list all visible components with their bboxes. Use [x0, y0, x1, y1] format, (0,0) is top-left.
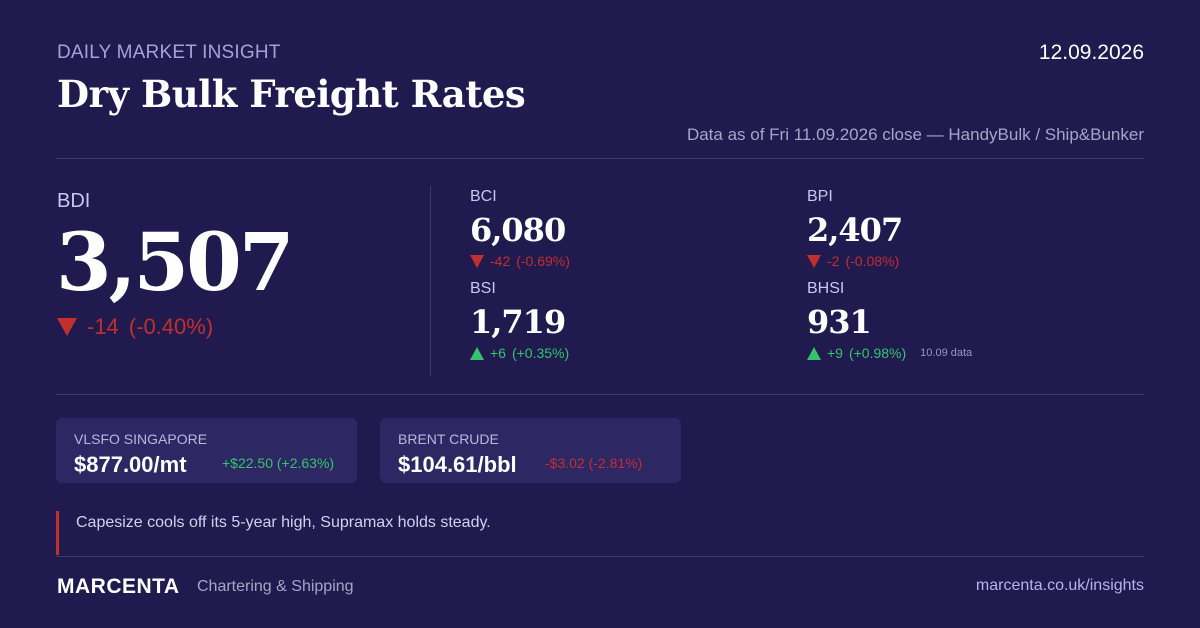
bhsi-data-note: 10.09 data: [920, 347, 973, 359]
bdi-value: 3,507: [56, 215, 295, 309]
bpi-change: -2 (-0.08%): [807, 253, 899, 269]
bhsi-value: 931: [807, 303, 872, 341]
bci-change-pct: (-0.69%): [516, 253, 570, 269]
page-title: Dry Bulk Freight Rates: [57, 72, 526, 116]
triangle-down-icon: [807, 254, 821, 268]
vlsfo-value: $877.00/mt: [74, 452, 187, 477]
bhsi-label: BHSI: [807, 280, 845, 297]
bsi-change-pct: (+0.35%): [511, 345, 570, 361]
bdi-change-pct: (-0.40%): [128, 314, 214, 339]
brent-change: -$3.02 (-2.81%): [545, 455, 643, 471]
brand-logo: MARCENTA: [57, 575, 180, 598]
brent-value: $104.61/bbl: [398, 452, 517, 477]
bdi-change-value: -14: [87, 314, 119, 339]
commentary: Capesize cools off its 5-year high, Supr…: [76, 514, 491, 531]
divider: [56, 556, 1144, 557]
bsi-value: 1,719: [470, 303, 566, 341]
bci-change: -42 (-0.69%): [470, 253, 570, 269]
bci-change-value: -42: [490, 253, 511, 269]
vertical-divider: [430, 186, 431, 376]
brent-label: BRENT CRUDE: [398, 431, 499, 447]
bpi-value: 2,407: [807, 211, 903, 249]
report-date: 12.09.2026: [1038, 41, 1144, 64]
bhsi-change: +9 (+0.98%) 10.09 data: [807, 345, 972, 361]
bpi-change-value: -2: [827, 253, 840, 269]
divider: [56, 394, 1144, 395]
triangle-down-icon: [470, 254, 484, 268]
vlsfo-change: +$22.50 (+2.63%): [222, 455, 335, 471]
data-source-note: Data as of Fri 11.09.2026 close — HandyB…: [686, 125, 1144, 144]
bci-value: 6,080: [470, 211, 566, 249]
bhsi-change-value: +9: [827, 345, 843, 361]
brent-card: BRENT CRUDE $104.61/bbl -$3.02 (-2.81%): [380, 418, 681, 483]
vlsfo-label: VLSFO SINGAPORE: [74, 431, 208, 447]
bci-label: BCI: [470, 188, 497, 205]
insights-link[interactable]: marcenta.co.uk/insights: [975, 577, 1144, 594]
bsi-change: +6 (+0.35%): [470, 345, 569, 361]
brand-tagline: Chartering & Shipping: [197, 578, 354, 595]
triangle-down-icon: [57, 318, 77, 336]
bdi-label: BDI: [57, 190, 91, 212]
divider: [56, 158, 1144, 159]
quote-bar: [56, 511, 59, 555]
bsi-label: BSI: [470, 280, 496, 297]
vlsfo-card: VLSFO SINGAPORE $877.00/mt +$22.50 (+2.6…: [56, 418, 357, 483]
triangle-up-icon: [470, 346, 484, 360]
bhsi-change-pct: (+0.98%): [848, 345, 907, 361]
bdi-change: -14 (-0.40%): [57, 314, 213, 340]
kicker: DAILY MARKET INSIGHT: [57, 42, 281, 63]
bsi-change-value: +6: [490, 345, 506, 361]
bpi-change-pct: (-0.08%): [845, 253, 900, 269]
triangle-up-icon: [807, 346, 821, 360]
bpi-label: BPI: [807, 188, 833, 205]
